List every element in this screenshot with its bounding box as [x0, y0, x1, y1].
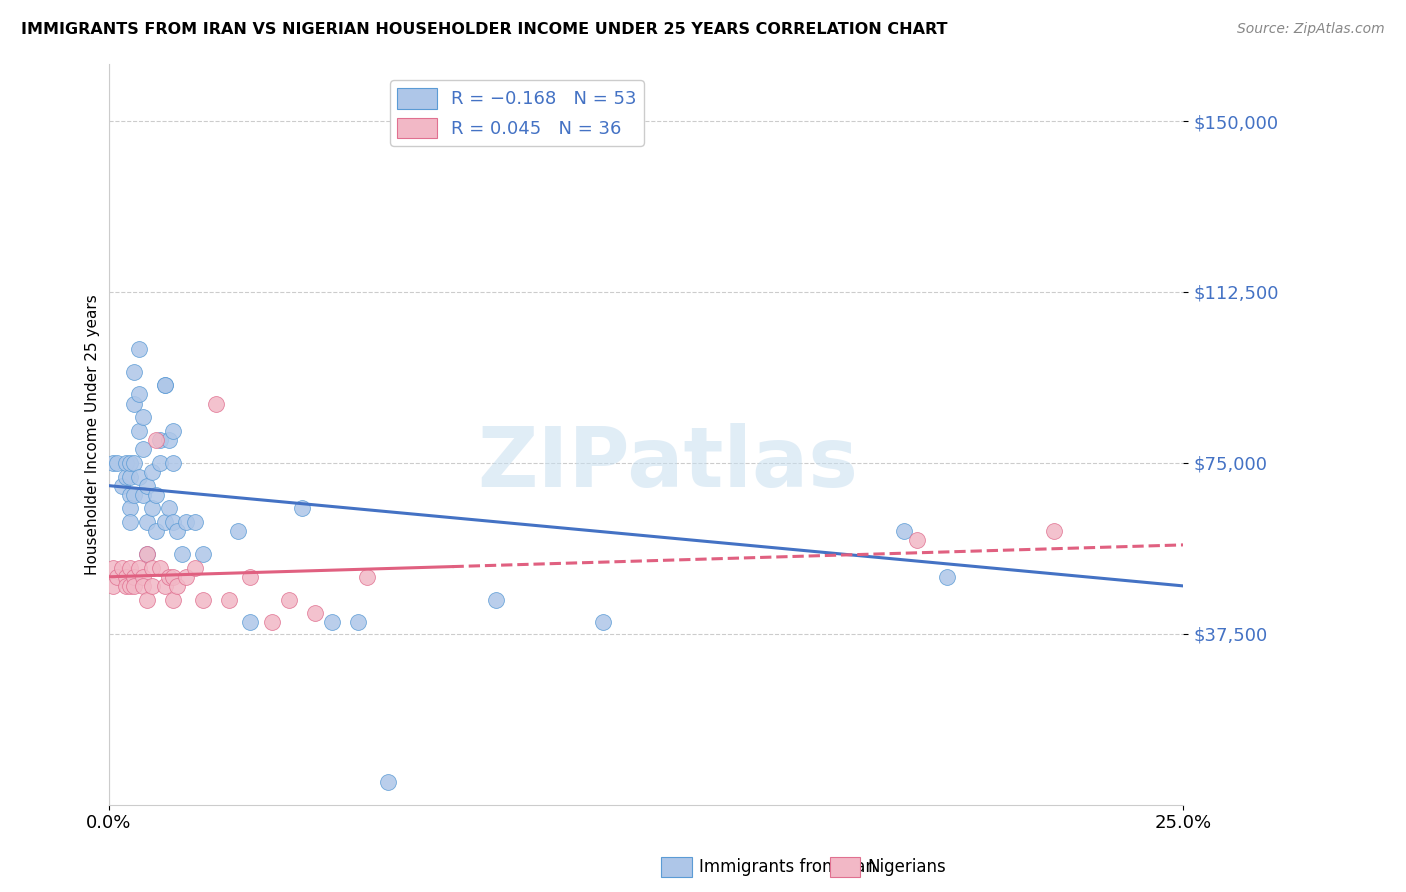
Point: [120, 579, 142, 593]
Point: [157, 501, 180, 516]
Point: [239, 570, 262, 584]
Point: [128, 342, 150, 356]
Point: [132, 570, 155, 584]
Point: [101, 560, 124, 574]
Point: [114, 570, 136, 584]
Legend: R = −0.168   N = 53, R = 0.045   N = 36: R = −0.168 N = 53, R = 0.045 N = 36: [389, 80, 644, 145]
Point: [162, 424, 184, 438]
Point: [905, 533, 928, 548]
Point: [105, 570, 128, 584]
Point: [226, 524, 249, 539]
Y-axis label: Householder Income Under 25 years: Householder Income Under 25 years: [86, 294, 100, 574]
Point: [377, 775, 399, 789]
Point: [141, 465, 163, 479]
Point: [347, 615, 370, 630]
Point: [170, 547, 193, 561]
Point: [291, 501, 314, 516]
Point: [157, 570, 180, 584]
Point: [141, 560, 163, 574]
Point: [136, 547, 159, 561]
Point: [120, 501, 142, 516]
Point: [162, 515, 184, 529]
Point: [120, 515, 142, 529]
Point: [120, 469, 142, 483]
Point: [162, 592, 184, 607]
Point: [114, 456, 136, 470]
Point: [174, 515, 197, 529]
Point: [120, 560, 142, 574]
Point: [935, 570, 957, 584]
Text: Immigrants from Iran: Immigrants from Iran: [699, 858, 876, 876]
Point: [128, 424, 150, 438]
Point: [120, 488, 142, 502]
Point: [141, 501, 163, 516]
Point: [136, 478, 159, 492]
Point: [124, 579, 146, 593]
Point: [157, 433, 180, 447]
Point: [484, 592, 506, 607]
Point: [141, 579, 163, 593]
Point: [124, 456, 146, 470]
Text: ZIPatlas: ZIPatlas: [477, 424, 858, 505]
Point: [136, 547, 159, 561]
Point: [162, 570, 184, 584]
Point: [145, 433, 167, 447]
Point: [153, 378, 176, 392]
Point: [132, 579, 155, 593]
Point: [321, 615, 343, 630]
Point: [193, 547, 215, 561]
Point: [101, 579, 124, 593]
Point: [162, 456, 184, 470]
Point: [101, 456, 124, 470]
Point: [174, 570, 197, 584]
Point: [260, 615, 283, 630]
Point: [124, 365, 146, 379]
Point: [356, 570, 378, 584]
Point: [893, 524, 915, 539]
Point: [278, 592, 301, 607]
Point: [205, 396, 228, 410]
Point: [136, 592, 159, 607]
Point: [132, 488, 155, 502]
Point: [120, 456, 142, 470]
Point: [128, 560, 150, 574]
Point: [105, 456, 128, 470]
Point: [124, 570, 146, 584]
Point: [166, 579, 188, 593]
Point: [304, 607, 326, 621]
Point: [592, 615, 614, 630]
Point: [128, 469, 150, 483]
Point: [136, 515, 159, 529]
Text: Source: ZipAtlas.com: Source: ZipAtlas.com: [1237, 22, 1385, 37]
Point: [153, 515, 176, 529]
Point: [124, 396, 146, 410]
Point: [183, 560, 205, 574]
Text: IMMIGRANTS FROM IRAN VS NIGERIAN HOUSEHOLDER INCOME UNDER 25 YEARS CORRELATION C: IMMIGRANTS FROM IRAN VS NIGERIAN HOUSEHO…: [21, 22, 948, 37]
Point: [110, 560, 132, 574]
Point: [218, 592, 240, 607]
Point: [149, 433, 172, 447]
Point: [128, 387, 150, 401]
Point: [132, 442, 155, 457]
Point: [124, 488, 146, 502]
Point: [166, 524, 188, 539]
Point: [132, 410, 155, 425]
Point: [145, 524, 167, 539]
Point: [239, 615, 262, 630]
Point: [193, 592, 215, 607]
Point: [145, 488, 167, 502]
Point: [153, 579, 176, 593]
Point: [149, 560, 172, 574]
Point: [183, 515, 205, 529]
Point: [153, 378, 176, 392]
Point: [149, 456, 172, 470]
Point: [1043, 524, 1066, 539]
Point: [114, 579, 136, 593]
Text: Nigerians: Nigerians: [868, 858, 946, 876]
Point: [110, 478, 132, 492]
Point: [114, 469, 136, 483]
